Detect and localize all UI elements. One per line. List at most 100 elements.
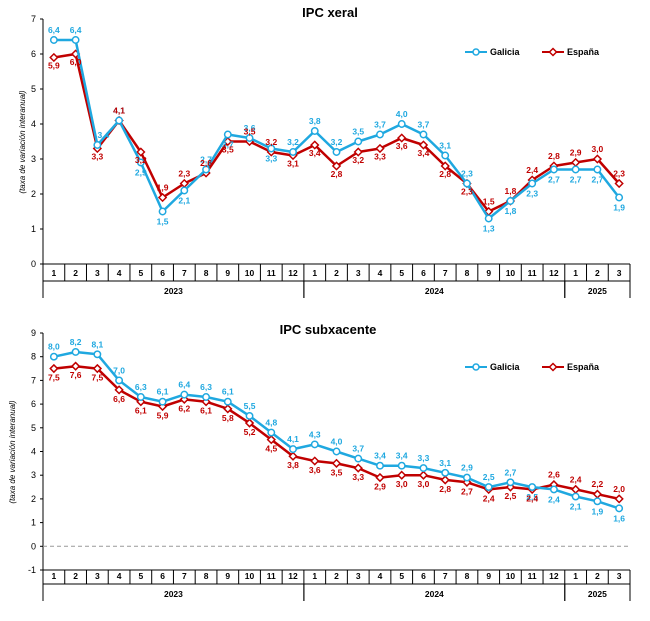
data-label-galicia: 3,3 — [418, 453, 430, 463]
data-point-espana — [114, 385, 124, 395]
data-label-espana: 1,5 — [483, 197, 495, 207]
x-tick-label: 1 — [52, 268, 57, 278]
data-label-galicia: 3,2 — [331, 137, 343, 147]
x-tick-label: 4 — [117, 268, 122, 278]
chart1-y-axis-label: (taxa de variación interanual) — [18, 90, 27, 194]
data-point-galicia — [332, 148, 341, 156]
chart2-legend: Galicia España — [465, 362, 600, 372]
legend-galicia-label: Galicia — [490, 47, 521, 57]
data-point-galicia — [419, 130, 428, 139]
x-tick-label: 2 — [73, 571, 78, 581]
legend-galicia-marker — [472, 363, 480, 371]
data-point-espana — [375, 143, 385, 154]
x-tick-label: 2 — [595, 571, 600, 581]
x-tick-label: 9 — [225, 268, 230, 278]
data-point-galicia — [158, 397, 167, 406]
data-label-galicia: 1,9 — [591, 506, 603, 516]
data-label-galicia: 3,1 — [439, 141, 451, 151]
year-label: 2024 — [425, 286, 444, 296]
data-label-espana: 5,9 — [157, 410, 169, 420]
data-point-espana — [505, 482, 516, 492]
data-point-galicia — [49, 36, 58, 44]
data-label-espana: 2,5 — [505, 491, 517, 501]
data-label-galicia: 1,5 — [157, 217, 169, 227]
data-point-galicia — [593, 497, 602, 506]
x-tick-label: 12 — [288, 268, 298, 278]
x-tick-label: 8 — [465, 268, 470, 278]
data-label-espana: 3,5 — [222, 145, 234, 155]
data-point-espana — [49, 363, 59, 374]
data-point-galicia — [549, 165, 558, 174]
y-tick-label: 3 — [31, 470, 36, 480]
data-point-galicia — [93, 350, 102, 359]
data-label-galicia: 2,5 — [483, 472, 495, 482]
data-label-galicia: 6,1 — [157, 387, 169, 397]
data-label-espana: 3,5 — [331, 467, 343, 477]
data-label-galicia: 3,3 — [265, 154, 277, 164]
x-tick-label: 6 — [160, 571, 165, 581]
data-label-galicia: 4,1 — [287, 434, 299, 444]
x-tick-label: 12 — [549, 268, 559, 278]
x-tick-label: 3 — [617, 268, 622, 278]
data-label-galicia: 5,5 — [244, 401, 256, 411]
x-tick-label: 2 — [73, 268, 78, 278]
data-label-galicia: 8,1 — [91, 339, 103, 349]
data-point-galicia — [441, 468, 450, 477]
chart2-title: IPC subxacente — [280, 322, 377, 337]
x-tick-label: 10 — [245, 268, 255, 278]
data-label-espana: 2,3 — [613, 169, 625, 179]
data-label-espana: 2,4 — [526, 165, 538, 175]
y-tick-label: 4 — [31, 447, 36, 457]
chart1-legend: Galicia España — [465, 47, 600, 57]
data-point-espana — [136, 397, 146, 407]
data-point-galicia — [484, 214, 493, 223]
legend-galicia-label: Galicia — [490, 362, 521, 372]
data-point-espana — [331, 458, 342, 469]
data-label-galicia: 3,5 — [352, 127, 364, 137]
data-label-galicia: 8,2 — [70, 337, 82, 347]
x-tick-label: 3 — [95, 571, 100, 581]
x-tick-label: 1 — [52, 571, 57, 581]
data-point-espana — [353, 463, 363, 473]
x-tick-label: 6 — [421, 571, 426, 581]
data-point-galicia — [223, 397, 232, 406]
data-label-galicia: 3,2 — [287, 137, 299, 147]
data-label-espana: 7,5 — [48, 373, 60, 383]
data-label-galicia: 1,3 — [483, 224, 495, 234]
x-tick-label: 8 — [204, 571, 209, 581]
data-point-galicia — [115, 376, 124, 385]
data-label-espana: 3,0 — [418, 479, 430, 489]
data-point-espana — [157, 401, 168, 412]
data-label-galicia: 2,7 — [591, 175, 603, 185]
x-tick-label: 11 — [267, 268, 276, 278]
data-label-espana: 3,4 — [418, 148, 430, 158]
data-label-galicia: 3,1 — [439, 458, 451, 468]
data-point-galicia — [571, 165, 580, 174]
data-point-galicia — [441, 151, 450, 160]
data-point-espana — [244, 418, 255, 428]
data-point-galicia — [376, 461, 384, 470]
chart1-title: IPC xeral — [302, 5, 358, 20]
data-point-espana — [310, 456, 320, 466]
data-point-espana — [353, 147, 363, 157]
data-point-galicia — [376, 130, 384, 139]
data-label-espana: 5,2 — [244, 427, 256, 437]
x-tick-label: 11 — [267, 571, 276, 581]
data-label-galicia: 4,3 — [309, 429, 321, 439]
y-tick-label: 0 — [31, 259, 36, 269]
data-point-galicia — [593, 165, 602, 174]
data-label-espana: 3,3 — [374, 152, 386, 162]
data-label-galicia: 2,1 — [178, 196, 190, 206]
data-label-galicia: 2,7 — [200, 155, 212, 165]
data-point-espana — [49, 52, 59, 63]
x-tick-label: 10 — [506, 268, 516, 278]
data-label-galicia: 8,0 — [48, 342, 60, 352]
x-tick-label: 7 — [443, 268, 448, 278]
data-point-galicia — [462, 473, 471, 482]
data-point-galicia — [245, 134, 254, 142]
data-label-espana: 2,4 — [526, 493, 538, 503]
y-tick-label: 2 — [31, 494, 36, 504]
